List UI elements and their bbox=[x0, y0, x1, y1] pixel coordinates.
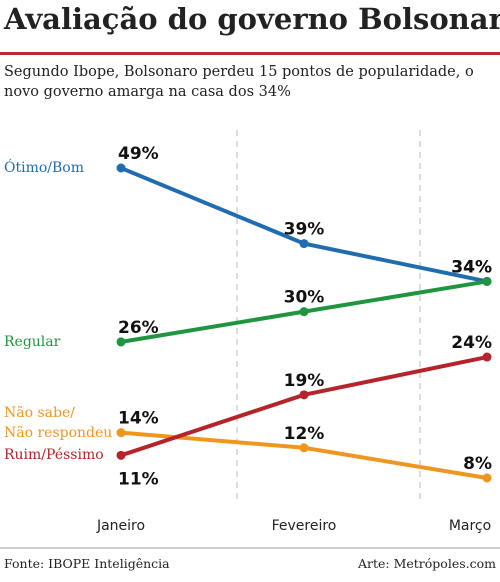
point bbox=[116, 337, 126, 347]
point bbox=[299, 239, 309, 249]
point bbox=[116, 428, 126, 438]
value-label: 49% bbox=[118, 144, 159, 164]
x-tick-label: Fevereiro bbox=[272, 518, 337, 534]
value-label: 24% bbox=[451, 333, 492, 353]
value-label: 19% bbox=[284, 371, 325, 391]
value-label: 14% bbox=[118, 409, 159, 429]
value-label: 34% bbox=[451, 257, 492, 277]
legend-label: Regular bbox=[4, 333, 61, 350]
value-label: 30% bbox=[284, 288, 325, 308]
value-label: 26% bbox=[118, 318, 159, 338]
value-label: 39% bbox=[284, 220, 325, 240]
point bbox=[482, 352, 492, 362]
point bbox=[299, 443, 309, 453]
point bbox=[482, 276, 492, 286]
legend-label: Ruim/Péssimo bbox=[4, 447, 104, 464]
value-label: 8% bbox=[463, 454, 492, 474]
point bbox=[116, 450, 126, 460]
chart-subtitle: Segundo Ibope, Bolsonaro perdeu 15 ponto… bbox=[4, 64, 474, 100]
legend-label: Ótimo/Bom bbox=[4, 160, 84, 176]
point bbox=[299, 307, 309, 317]
source: Fonte: IBOPE Inteligência bbox=[4, 556, 170, 571]
x-tick-label: Março bbox=[449, 518, 491, 534]
value-label: 11% bbox=[118, 469, 159, 489]
value-label: 34% bbox=[451, 257, 492, 277]
point bbox=[299, 390, 309, 400]
value-label: 12% bbox=[284, 424, 325, 444]
point bbox=[482, 473, 492, 483]
credit: Arte: Metrópoles.com bbox=[357, 556, 496, 571]
legend-label: Não sabe/ Não respondeu bbox=[4, 404, 113, 441]
point bbox=[116, 163, 126, 173]
title-rule bbox=[0, 52, 500, 55]
x-tick-label: Janeiro bbox=[96, 518, 145, 534]
chart-title: Avaliação do governo Bolsonaro bbox=[4, 2, 500, 36]
